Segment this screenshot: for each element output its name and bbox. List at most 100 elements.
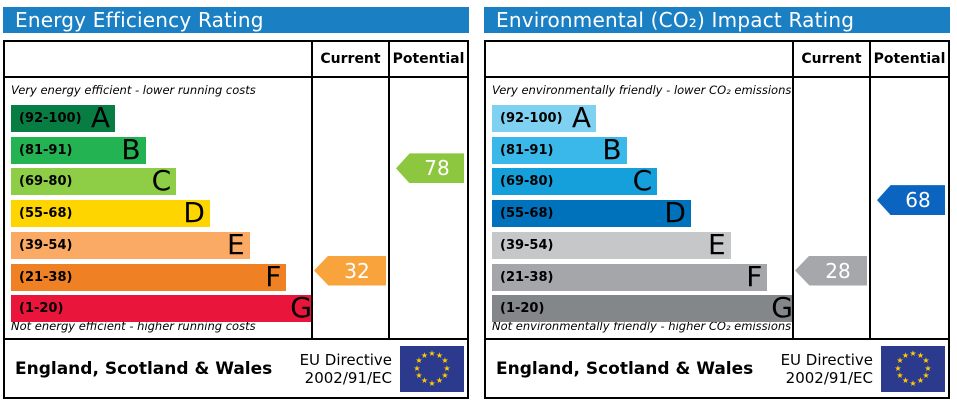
eu-directive-line1: EU Directive xyxy=(299,350,392,369)
potential-column: 78 xyxy=(388,78,467,338)
band-range-label: (55-68) xyxy=(19,206,73,222)
band-letter-label: B xyxy=(121,132,141,166)
eu-star-icon: ★ xyxy=(896,356,904,365)
environmental-rating-table: Current Potential Very environmentally f… xyxy=(484,40,950,399)
band-letter-label: C xyxy=(151,164,172,198)
table-header-row: Current Potential xyxy=(5,42,467,78)
band-letter-label: D xyxy=(183,196,205,230)
band-range-label: (92-100) xyxy=(500,111,563,126)
band-letter-label: E xyxy=(707,227,726,261)
rating-band-d: (55-68) D xyxy=(11,196,210,230)
rating-band-g: (1-20) G xyxy=(11,291,311,325)
eu-directive-line2: 2002/91/EC xyxy=(304,368,392,387)
eu-flag-icon: ★ ★ ★ ★ ★ ★ ★ ★ ★ ★ ★ ★ xyxy=(881,345,945,392)
header-spacer-cell xyxy=(5,42,311,76)
band-letter-label: B xyxy=(602,132,622,166)
current-rating-arrow: 32 xyxy=(314,255,386,286)
eu-directive-label: EU Directive 2002/91/EC xyxy=(300,351,392,387)
bottom-note: Not energy efficient - higher running co… xyxy=(11,319,256,333)
eu-directive-line2: 2002/91/EC xyxy=(785,368,873,387)
band-range-label: (1-20) xyxy=(19,301,64,317)
potential-rating-arrow: 78 xyxy=(396,153,464,184)
potential-column-header: Potential xyxy=(388,42,467,76)
table-footer: England, Scotland & Wales EU Directive 2… xyxy=(486,338,948,397)
band-letter-label: C xyxy=(632,164,653,198)
band-range-label: (21-38) xyxy=(500,269,554,285)
rating-band-f: (21-38) F xyxy=(11,259,287,293)
energy-rating-table: Current Potential Very energy efficient … xyxy=(3,40,469,399)
band-letter-label: A xyxy=(90,101,111,134)
table-footer: England, Scotland & Wales EU Directive 2… xyxy=(5,338,467,397)
band-range-label: (39-54) xyxy=(500,237,554,253)
table-body: Very energy efficient - lower running co… xyxy=(5,78,467,338)
current-column: 32 xyxy=(311,78,388,338)
eu-star-icon: ★ xyxy=(435,376,444,386)
band-range-label: (69-80) xyxy=(19,174,73,190)
eu-star-icon: ★ xyxy=(441,371,449,380)
eu-flag-icon: ★ ★ ★ ★ ★ ★ ★ ★ ★ ★ ★ ★ xyxy=(400,345,464,392)
eu-star-icon: ★ xyxy=(435,350,444,360)
potential-rating-arrow: 68 xyxy=(877,185,945,216)
current-column-header: Current xyxy=(311,42,388,76)
band-range-label: (81-91) xyxy=(500,142,554,158)
potential-column: 68 xyxy=(869,78,948,338)
eu-star-icon: ★ xyxy=(924,363,932,373)
bands-column: Very energy efficient - lower running co… xyxy=(5,78,311,338)
table-body: Very environmentally friendly - lower CO… xyxy=(486,78,948,338)
eu-star-icon: ★ xyxy=(901,350,910,360)
band-range-label: (69-80) xyxy=(500,174,554,190)
band-range-label: (39-54) xyxy=(19,237,73,253)
eu-star-icon: ★ xyxy=(916,350,925,360)
rating-band-a: (92-100) A xyxy=(492,101,597,134)
current-column: 28 xyxy=(792,78,869,338)
panel-title: Environmental (CO₂) Impact Rating xyxy=(496,8,855,32)
eu-star-icon: ★ xyxy=(894,363,902,373)
energy-title-bar: Energy Efficiency Rating xyxy=(3,7,469,33)
eu-star-icon: ★ xyxy=(443,363,451,373)
current-column-header: Current xyxy=(792,42,869,76)
eu-star-icon: ★ xyxy=(922,356,930,365)
rating-band-f: (21-38) F xyxy=(492,259,768,293)
band-letter-label: F xyxy=(265,259,282,293)
bands-column: Very environmentally friendly - lower CO… xyxy=(486,78,792,338)
region-label: England, Scotland & Wales xyxy=(15,358,273,379)
band-range-label: (55-68) xyxy=(500,206,554,222)
rating-band-e: (39-54) E xyxy=(11,227,250,261)
panel-title: Energy Efficiency Rating xyxy=(15,8,264,32)
eu-star-icon: ★ xyxy=(413,363,421,373)
band-range-label: (92-100) xyxy=(19,111,82,126)
band-letter-label: A xyxy=(571,101,592,134)
band-range-label: (81-91) xyxy=(19,142,73,158)
rating-band-d: (55-68) D xyxy=(492,196,691,230)
band-range-label: (1-20) xyxy=(500,301,545,317)
potential-column-header: Potential xyxy=(869,42,948,76)
rating-band-b: (81-91) B xyxy=(492,132,627,166)
eu-star-icon: ★ xyxy=(909,378,917,388)
energy-efficiency-panel: Energy Efficiency Rating Current Potenti… xyxy=(3,7,469,399)
bottom-note: Not environmentally friendly - higher CO… xyxy=(492,319,792,333)
band-letter-label: G xyxy=(771,291,792,325)
eu-star-icon: ★ xyxy=(420,350,429,360)
eu-star-icon: ★ xyxy=(420,376,429,386)
eu-star-icon: ★ xyxy=(916,376,925,386)
top-note: Very energy efficient - lower running co… xyxy=(11,83,256,97)
eu-star-icon: ★ xyxy=(415,356,423,365)
band-range-label: (21-38) xyxy=(19,269,73,285)
rating-band-b: (81-91) B xyxy=(11,132,146,166)
eu-star-icon: ★ xyxy=(428,378,436,388)
eu-star-icon: ★ xyxy=(922,371,930,380)
band-letter-label: D xyxy=(664,196,686,230)
rating-band-c: (69-80) C xyxy=(11,164,177,198)
environmental-impact-panel: Environmental (CO₂) Impact Rating Curren… xyxy=(484,7,950,399)
environmental-title-bar: Environmental (CO₂) Impact Rating xyxy=(484,7,950,33)
band-letter-label: F xyxy=(746,259,763,293)
eu-star-icon: ★ xyxy=(415,371,423,380)
rating-band-e: (39-54) E xyxy=(492,227,731,261)
top-note: Very environmentally friendly - lower CO… xyxy=(492,83,792,97)
rating-band-c: (69-80) C xyxy=(492,164,658,198)
eu-directive-line1: EU Directive xyxy=(780,350,873,369)
band-letter-label: E xyxy=(226,227,245,261)
rating-band-g: (1-20) G xyxy=(492,291,792,325)
band-letter-label: G xyxy=(290,291,311,325)
